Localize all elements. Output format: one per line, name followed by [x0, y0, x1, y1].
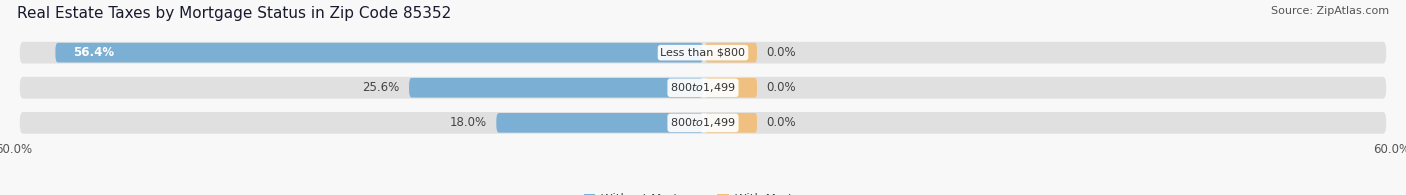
FancyBboxPatch shape: [706, 113, 756, 133]
Text: 0.0%: 0.0%: [766, 46, 796, 59]
Text: 18.0%: 18.0%: [450, 116, 486, 129]
Text: 56.4%: 56.4%: [73, 46, 114, 59]
FancyBboxPatch shape: [409, 78, 703, 98]
Text: Source: ZipAtlas.com: Source: ZipAtlas.com: [1271, 6, 1389, 16]
Legend: Without Mortgage, With Mortgage: Without Mortgage, With Mortgage: [579, 188, 827, 195]
Text: Less than $800: Less than $800: [661, 48, 745, 58]
Text: 25.6%: 25.6%: [363, 81, 399, 94]
FancyBboxPatch shape: [55, 43, 703, 62]
FancyBboxPatch shape: [20, 42, 1386, 64]
FancyBboxPatch shape: [20, 112, 1386, 134]
Text: 0.0%: 0.0%: [766, 81, 796, 94]
FancyBboxPatch shape: [706, 43, 756, 62]
Text: Real Estate Taxes by Mortgage Status in Zip Code 85352: Real Estate Taxes by Mortgage Status in …: [17, 6, 451, 21]
FancyBboxPatch shape: [20, 77, 1386, 99]
Text: $800 to $1,499: $800 to $1,499: [671, 81, 735, 94]
FancyBboxPatch shape: [496, 113, 703, 133]
FancyBboxPatch shape: [706, 78, 756, 98]
Text: 0.0%: 0.0%: [766, 116, 796, 129]
Text: $800 to $1,499: $800 to $1,499: [671, 116, 735, 129]
